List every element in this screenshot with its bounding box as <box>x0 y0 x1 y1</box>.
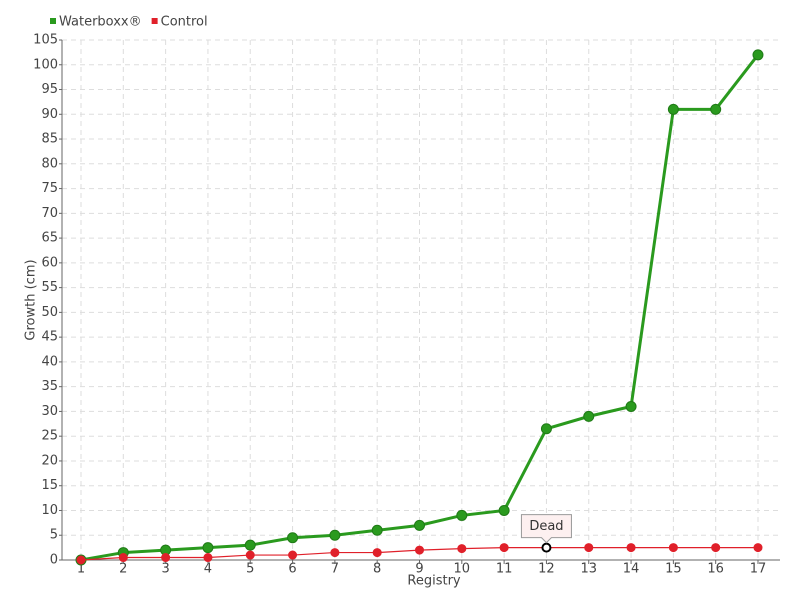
x-tick-label: 2 <box>119 562 127 577</box>
data-point <box>288 550 298 560</box>
y-tick-label: 95 <box>41 82 58 97</box>
data-point <box>540 423 552 435</box>
legend-swatch <box>151 18 158 24</box>
data-point <box>414 519 425 531</box>
data-point <box>584 543 594 553</box>
annotation-text: Dead <box>529 519 563 534</box>
y-tick-label: 85 <box>41 132 58 147</box>
data-point <box>202 542 214 554</box>
x-axis-title: Registry <box>407 574 461 589</box>
x-tick-label: 12 <box>538 562 555 577</box>
y-tick-label: 100 <box>33 57 58 72</box>
data-point <box>668 543 678 553</box>
y-tick-label: 40 <box>41 354 58 369</box>
y-tick-label: 25 <box>41 429 58 444</box>
data-point <box>415 545 424 555</box>
data-point <box>626 543 636 553</box>
data-point <box>329 529 341 541</box>
x-tick-label: 3 <box>161 562 169 577</box>
x-tick-label: 16 <box>707 562 724 577</box>
y-tick-label: 35 <box>41 379 58 394</box>
data-point <box>161 553 171 563</box>
y-tick-label: 50 <box>41 305 58 320</box>
data-point <box>287 532 299 544</box>
data-point <box>244 539 256 551</box>
data-point <box>711 543 721 553</box>
y-axis-title: Growth (cm) <box>24 259 39 340</box>
x-tick-label: 8 <box>373 562 381 577</box>
x-tick-label: 9 <box>415 562 423 577</box>
data-point <box>76 555 86 565</box>
data-point <box>330 548 340 558</box>
data-point <box>371 524 383 536</box>
x-tick-label: 14 <box>623 562 640 577</box>
y-tick-label: 10 <box>41 503 58 518</box>
annotation: Dead <box>520 514 572 544</box>
x-tick-label: 1 <box>77 562 85 577</box>
data-point <box>753 543 763 553</box>
y-tick-label: 60 <box>41 255 58 270</box>
y-tick-label: 0 <box>50 553 58 568</box>
data-point <box>498 504 510 516</box>
data-point <box>499 543 509 553</box>
x-tick-label: 11 <box>496 562 513 577</box>
x-tick-label: 17 <box>750 562 767 577</box>
x-tick-label: 10 <box>454 562 471 577</box>
y-tick-label: 75 <box>41 181 58 196</box>
y-tick-label: 70 <box>41 206 58 221</box>
data-point <box>457 544 467 554</box>
x-tick-label: 5 <box>246 562 254 577</box>
x-tick-label: 13 <box>580 562 597 577</box>
data-point <box>203 553 213 563</box>
data-point <box>583 410 595 422</box>
x-tick-label: 6 <box>288 562 296 577</box>
data-point <box>625 400 637 412</box>
x-tick-label: 15 <box>665 562 682 577</box>
y-tick-label: 20 <box>41 453 58 468</box>
legend-label: Waterboxx® <box>59 15 142 30</box>
y-tick-label: 90 <box>41 107 58 122</box>
data-point <box>245 550 255 560</box>
y-tick-label: 5 <box>50 528 58 543</box>
data-point <box>456 509 468 521</box>
data-point <box>372 548 382 558</box>
x-tick-label: 4 <box>204 562 212 577</box>
y-tick-label: 15 <box>41 478 58 493</box>
data-point <box>118 553 128 563</box>
data-point <box>541 542 552 553</box>
y-tick-label: 65 <box>41 231 58 246</box>
y-tick-label: 105 <box>33 33 58 48</box>
legend-swatch <box>50 18 56 24</box>
annotation-box <box>520 514 572 544</box>
data-point <box>710 103 722 115</box>
y-tick-label: 45 <box>41 330 58 345</box>
data-point <box>752 49 764 61</box>
legend-item: Control <box>151 15 208 30</box>
y-tick-label: 80 <box>41 156 58 171</box>
y-tick-label: 30 <box>41 404 58 419</box>
legend-label: Control <box>161 15 208 30</box>
data-point <box>667 103 679 115</box>
x-tick-label: 7 <box>331 562 339 577</box>
legend-item: Waterboxx® <box>50 15 142 30</box>
y-tick-label: 55 <box>41 280 58 295</box>
